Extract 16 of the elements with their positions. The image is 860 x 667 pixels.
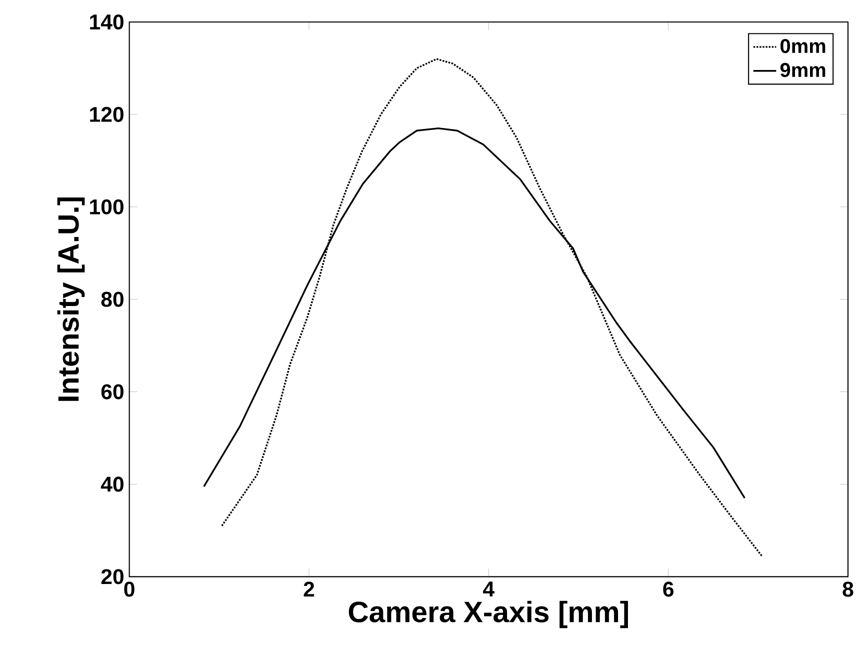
x-axis-title: Camera X-axis [mm] [348,600,628,628]
x-tick-label: 6 [663,582,674,597]
y-tick-label: 140 [90,14,124,30]
x-tick-label: 2 [304,582,314,597]
y-tick-label: 80 [101,292,124,308]
x-tick-label: 0 [124,582,134,597]
y-tick-label: 100 [90,200,124,215]
y-tick-label: 20 [101,569,124,584]
y-tick-label: 60 [101,384,124,400]
y-tick-label: 40 [100,476,124,492]
legend-label: 9mm [780,63,826,78]
x-tick-label: 4 [483,582,494,596]
x-tick-label: 8 [842,582,854,597]
legend-label: 0mm [780,39,826,54]
y-tick-label: 120 [90,107,124,122]
y-axis-title: Intensity [A.U.] [57,198,85,402]
